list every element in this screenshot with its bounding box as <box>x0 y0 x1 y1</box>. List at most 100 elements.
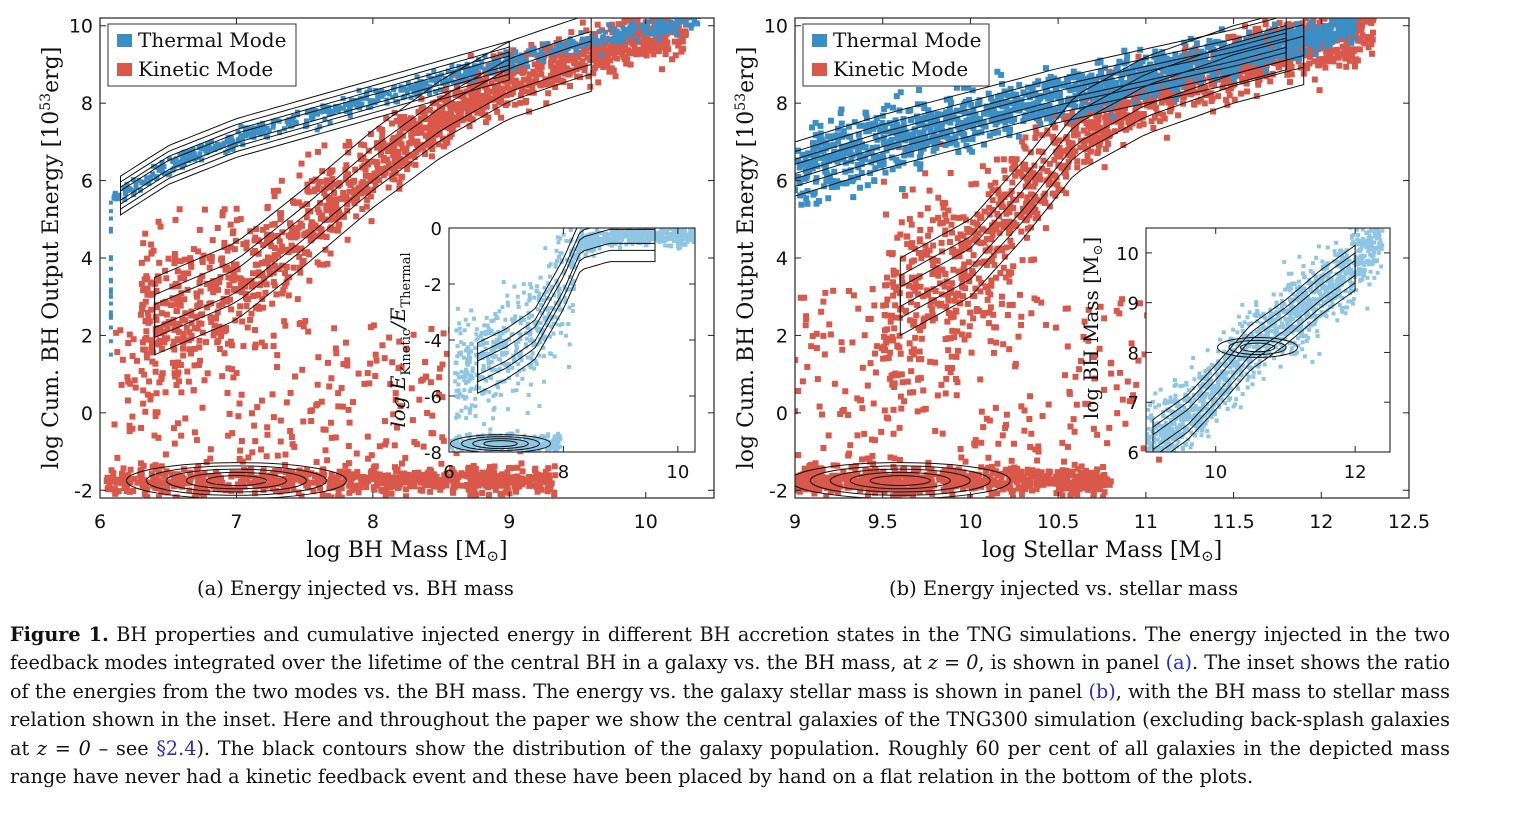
ratio-bin <box>512 437 517 442</box>
ratio-bin <box>493 341 498 346</box>
ratio-bin <box>591 238 596 243</box>
thermal-bin <box>600 34 606 40</box>
thermal-bin <box>143 180 149 186</box>
panel-a-inset-ticks: 6 8 10-8-6-4-20 <box>424 219 695 483</box>
kinetic-bin <box>1010 472 1017 479</box>
kinetic-bin <box>268 232 275 239</box>
ratio-bin <box>547 334 552 339</box>
kinetic-bin <box>245 454 252 461</box>
kinetic-bin <box>126 331 133 338</box>
kinetic-bin <box>956 476 963 483</box>
kinetic-bin <box>280 287 287 294</box>
ratio-bin <box>647 221 651 225</box>
ratio-bin <box>561 232 566 237</box>
ratio-bin <box>594 237 599 242</box>
kinetic-bin <box>207 285 214 292</box>
kinetic-bin <box>525 474 532 481</box>
thermal-bin <box>108 209 113 214</box>
kinetic-bin <box>219 301 226 308</box>
kinetic-bin <box>204 480 211 487</box>
kinetic-bin <box>493 478 500 485</box>
thermal-bin <box>391 84 397 90</box>
ratio-bin <box>487 331 492 336</box>
ratio-bin <box>508 431 513 436</box>
thermal-bin <box>108 216 113 221</box>
kinetic-bin <box>411 439 418 446</box>
ratio-bin <box>462 378 467 383</box>
kinetic-bin <box>558 77 565 84</box>
kinetic-bin <box>436 374 443 381</box>
kinetic-bin <box>252 261 259 268</box>
ratio-bin <box>458 435 463 440</box>
kinetic-bin <box>145 313 152 320</box>
kinetic-bin <box>249 270 256 277</box>
kinetic-bin <box>264 254 271 261</box>
kinetic-bin <box>371 463 378 470</box>
flat-band-contour <box>125 462 347 498</box>
ratio-bin <box>540 311 545 316</box>
thermal-bin <box>257 129 263 135</box>
kinetic-bin <box>308 470 315 477</box>
kinetic-bin <box>323 233 330 240</box>
kinetic-bin <box>581 67 588 74</box>
ratio-bin <box>470 376 475 381</box>
kinetic-bin <box>152 280 159 287</box>
kinetic-bin <box>328 434 335 441</box>
kinetic-bin <box>396 179 403 186</box>
kinetic-bin <box>195 362 202 369</box>
kinetic-bin <box>360 179 367 186</box>
ratio-bin <box>570 212 574 216</box>
kinetic-bin <box>519 69 526 76</box>
kinetic-contour <box>154 18 592 356</box>
kinetic-bin <box>311 471 318 478</box>
kinetic-bin <box>484 87 491 94</box>
kinetic-bin <box>502 102 509 109</box>
kinetic-bin <box>851 482 858 489</box>
kinetic-bin <box>379 342 386 349</box>
kinetic-bin <box>210 278 217 285</box>
thermal-bin <box>503 65 509 71</box>
thermal-bin <box>177 152 183 158</box>
kinetic-bin <box>391 135 398 142</box>
ratio-bin <box>532 434 537 439</box>
kinetic-bin <box>202 339 209 346</box>
thermal-bin <box>203 147 209 153</box>
kinetic-bin <box>310 488 317 495</box>
kinetic-bin <box>402 156 409 163</box>
kinetic-bin <box>337 195 344 202</box>
kinetic-bin <box>537 81 544 88</box>
kinetic-bin <box>184 368 191 375</box>
kinetic-bin <box>1054 469 1061 476</box>
kinetic-bin <box>127 380 134 387</box>
ratio-bin <box>461 341 466 346</box>
kinetic-bin <box>639 8 645 14</box>
kinetic-bin <box>506 465 513 472</box>
ratio-bin <box>488 374 493 379</box>
kinetic-bin <box>799 475 806 482</box>
ratio-bin <box>541 298 546 303</box>
ratio-bin <box>688 232 693 237</box>
kinetic-bin <box>463 88 470 95</box>
kinetic-bin <box>133 357 140 364</box>
kinetic-bin <box>155 494 162 498</box>
ratio-bin <box>488 438 493 443</box>
kinetic-bin <box>321 261 328 268</box>
ratio-bin <box>525 449 530 452</box>
legend-swatch-kinetic <box>117 63 132 76</box>
kinetic-bin <box>147 291 154 298</box>
kinetic-bin <box>249 449 256 456</box>
ratio-bin <box>549 324 554 329</box>
kinetic-bin <box>213 476 220 483</box>
thermal-bin <box>654 23 660 29</box>
kinetic-bin <box>171 363 178 370</box>
kinetic-bin <box>224 389 231 396</box>
kinetic-bin <box>259 226 266 233</box>
kinetic-bin <box>335 493 342 498</box>
thermal-bin <box>695 13 700 18</box>
kinetic-bin <box>332 196 339 203</box>
kinetic-bin <box>436 391 443 398</box>
ratio-bin <box>661 228 666 233</box>
kinetic-bin <box>181 478 188 485</box>
ratio-bin <box>664 237 669 242</box>
